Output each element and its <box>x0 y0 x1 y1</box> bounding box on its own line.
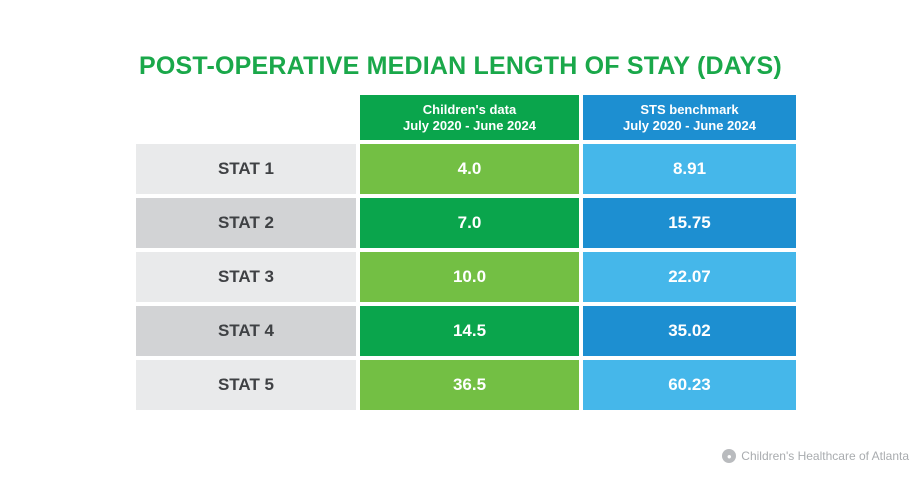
column-header-sts: STS benchmark July 2020 - June 2024 <box>583 95 796 140</box>
footer-text: Children's Healthcare of Atlanta <box>741 449 909 463</box>
column-header-childrens: Children's data July 2020 - June 2024 <box>360 95 579 140</box>
row-label: STAT 3 <box>136 252 356 302</box>
childrens-value-cell: 7.0 <box>360 198 579 248</box>
column-header-line2: July 2020 - June 2024 <box>403 117 536 133</box>
column-header-line1: STS benchmark <box>640 101 739 117</box>
footer-brand: ● Children's Healthcare of Atlanta <box>722 449 909 463</box>
sts-value-cell: 35.02 <box>583 306 796 356</box>
table-row: STAT 2 7.0 15.75 <box>136 198 796 248</box>
childrens-value-cell: 14.5 <box>360 306 579 356</box>
row-label: STAT 5 <box>136 360 356 410</box>
sts-value-cell: 8.91 <box>583 144 796 194</box>
childrens-value-cell: 4.0 <box>360 144 579 194</box>
column-header-line1: Children's data <box>422 101 517 117</box>
childrens-value-cell: 36.5 <box>360 360 579 410</box>
sts-value-cell: 22.07 <box>583 252 796 302</box>
chart-title: POST-OPERATIVE MEDIAN LENGTH OF STAY (DA… <box>139 52 782 80</box>
row-label: STAT 4 <box>136 306 356 356</box>
sts-value-cell: 15.75 <box>583 198 796 248</box>
childrens-value-cell: 10.0 <box>360 252 579 302</box>
column-header-line2: July 2020 - June 2024 <box>623 117 756 133</box>
table-row: STAT 5 36.5 60.23 <box>136 360 796 410</box>
row-label: STAT 2 <box>136 198 356 248</box>
row-label: STAT 1 <box>136 144 356 194</box>
table-row: STAT 4 14.5 35.02 <box>136 306 796 356</box>
sts-value-cell: 60.23 <box>583 360 796 410</box>
childrens-logo-icon: ● <box>722 449 737 463</box>
table-row: STAT 3 10.0 22.07 <box>136 252 796 302</box>
table-row: STAT 1 4.0 8.91 <box>136 144 796 194</box>
